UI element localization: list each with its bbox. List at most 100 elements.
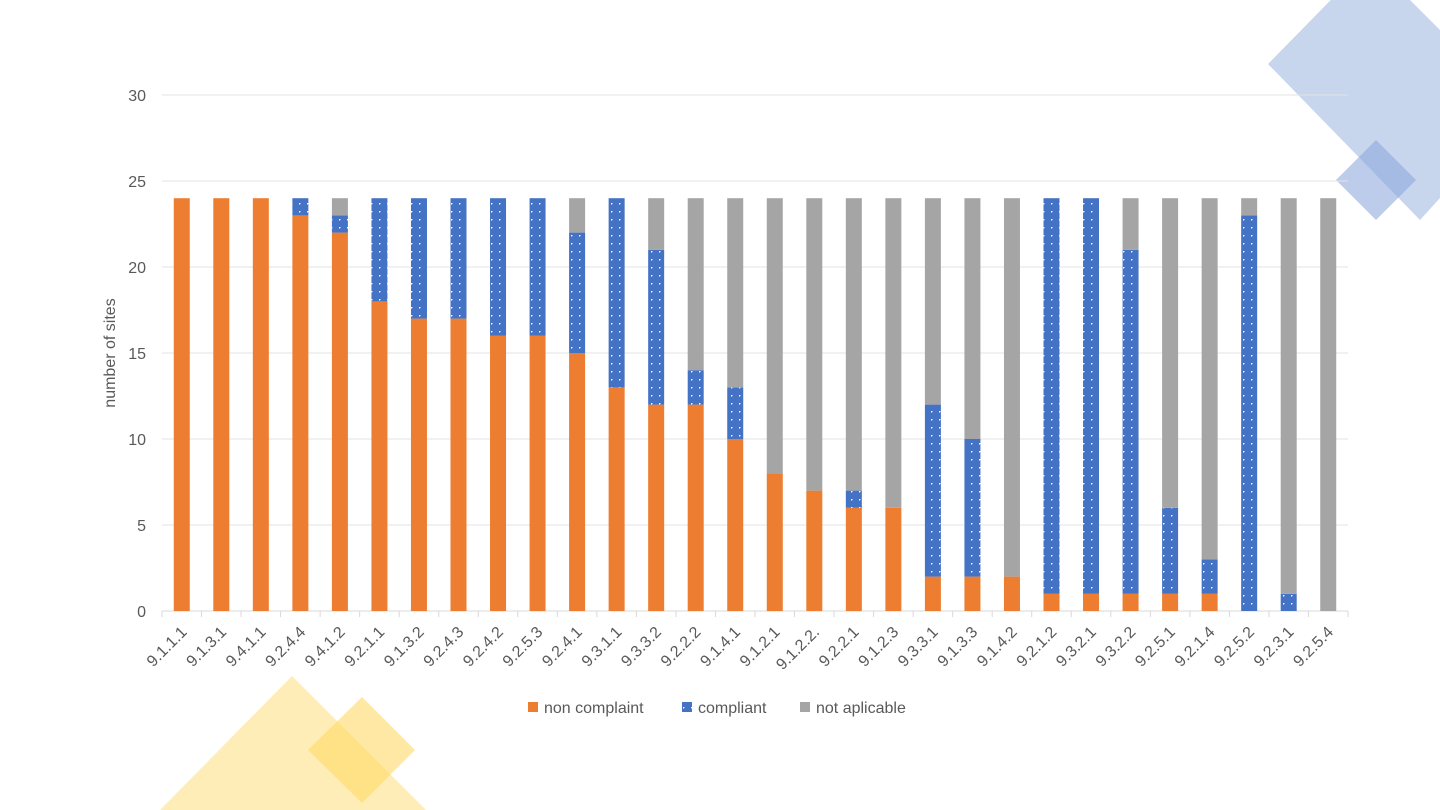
bar-not-aplicable [569, 198, 586, 233]
bar-not-aplicable [1201, 198, 1218, 560]
x-tick-label: 9.1.2.3 [856, 624, 903, 671]
bar-non-complaint [1083, 593, 1100, 611]
bar-compliant [964, 439, 981, 577]
bar-non-complaint [1201, 593, 1218, 611]
x-tick-label: 9.2.1.1 [342, 624, 389, 671]
bar-non-complaint [845, 507, 862, 611]
bar-not-aplicable [1162, 198, 1179, 508]
x-tick-label: 9.2.5.1 [1132, 624, 1179, 671]
y-tick-label: 10 [128, 432, 146, 449]
bar-non-complaint [173, 198, 190, 611]
y-tick-label: 0 [137, 604, 146, 621]
bar-non-complaint [213, 198, 230, 611]
legend-label: not aplicable [816, 700, 906, 717]
x-tick-label: 9.3.1.1 [579, 624, 626, 671]
bar-compliant [450, 198, 467, 319]
y-axis-label: number of sites [102, 298, 119, 407]
bar-non-complaint [648, 404, 665, 611]
bar-non-complaint [687, 404, 704, 611]
bar-non-complaint [924, 576, 941, 611]
bar-not-aplicable [727, 198, 744, 388]
bar-non-complaint [490, 335, 507, 611]
bar-non-complaint [450, 318, 467, 611]
x-tick-label: 9.2.1.4 [1172, 624, 1219, 671]
x-tick-label: 9.2.5.2 [1211, 624, 1258, 671]
gridlines [161, 94, 1349, 617]
bar-compliant [1241, 215, 1258, 611]
bar-not-aplicable [845, 198, 862, 491]
bar-non-complaint [1122, 593, 1139, 611]
bar-not-aplicable [806, 198, 823, 491]
x-tick-labels: 9.1.1.19.1.3.19.4.1.19.2.4.49.4.1.29.2.1… [144, 624, 1337, 674]
bar-not-aplicable [1320, 198, 1337, 611]
bar-compliant [292, 198, 309, 216]
bar-not-aplicable [766, 198, 783, 474]
bar-non-complaint [964, 576, 981, 611]
bar-non-complaint [371, 301, 388, 611]
bar-not-aplicable [885, 198, 902, 508]
bar-not-aplicable [331, 198, 348, 216]
bar-non-complaint [331, 232, 348, 611]
legend: non complaint compliant not aplicable [528, 700, 906, 717]
y-tick-label: 20 [128, 260, 146, 277]
bar-not-aplicable [1280, 198, 1297, 594]
bar-compliant [529, 198, 546, 336]
legend-label: non complaint [544, 700, 644, 717]
x-tick-label: 9.1.4.1 [697, 624, 744, 671]
x-tick-label: 9.3.2.2 [1093, 624, 1140, 671]
bar-compliant [1122, 249, 1139, 594]
bar-non-complaint [608, 387, 625, 611]
x-tick-label: 9.2.4.4 [263, 624, 310, 671]
bar-compliant [1201, 559, 1218, 594]
bar-compliant [371, 198, 388, 302]
bar-compliant [410, 198, 427, 319]
x-tick-label: 9.1.3.3 [935, 624, 982, 671]
legend-swatch [800, 702, 810, 712]
bar-compliant [1043, 198, 1060, 594]
bar-compliant [924, 404, 941, 577]
x-tick-label: 9.4.1.1 [223, 624, 270, 671]
decoration-yellow-triangles [160, 676, 426, 810]
bar-compliant [1280, 593, 1297, 611]
x-tick-label: 9.2.5.3 [500, 624, 547, 671]
x-tick-label: 9.1.3.1 [184, 624, 231, 671]
bar-non-complaint [252, 198, 269, 611]
bar-non-complaint [766, 473, 783, 611]
legend-label: compliant [698, 700, 767, 717]
decoration-blue-diamonds [1268, 0, 1440, 220]
bar-non-complaint [1003, 576, 1020, 611]
x-tick-label: 9.1.4.2 [974, 624, 1021, 671]
legend-swatch [528, 702, 538, 712]
bar-compliant [1083, 198, 1100, 594]
x-tick-label: 9.4.1.2 [302, 624, 349, 671]
x-tick-label: 9.2.4.3 [421, 624, 468, 671]
bar-non-complaint [1162, 593, 1179, 611]
legend-swatch [682, 702, 692, 712]
bar-compliant [490, 198, 507, 336]
x-tick-label: 9.2.4.1 [539, 624, 586, 671]
x-tick-label: 9.2.2.2 [658, 624, 705, 671]
x-tick-label: 9.1.2.2. [773, 624, 823, 674]
bars [173, 198, 1337, 611]
x-tick-label: 9.2.2.1 [816, 624, 863, 671]
x-tick-label: 9.1.1.1 [144, 624, 191, 671]
bar-non-complaint [806, 490, 823, 611]
bar-not-aplicable [648, 198, 665, 250]
y-tick-label: 30 [128, 88, 146, 105]
bar-non-complaint [1043, 593, 1060, 611]
bar-not-aplicable [1241, 198, 1258, 216]
bar-compliant [331, 215, 348, 233]
x-tick-label: 9.3.3.1 [895, 624, 942, 671]
bar-non-complaint [727, 439, 744, 611]
bar-not-aplicable [964, 198, 981, 439]
bar-not-aplicable [687, 198, 704, 371]
bar-not-aplicable [1122, 198, 1139, 250]
y-tick-label: 25 [128, 174, 146, 191]
bar-compliant [727, 387, 744, 439]
bar-compliant [569, 232, 586, 353]
bar-non-complaint [292, 215, 309, 611]
bar-compliant [845, 490, 862, 508]
x-tick-label: 9.2.3.1 [1251, 624, 1298, 671]
x-tick-label: 9.2.4.2 [460, 624, 507, 671]
